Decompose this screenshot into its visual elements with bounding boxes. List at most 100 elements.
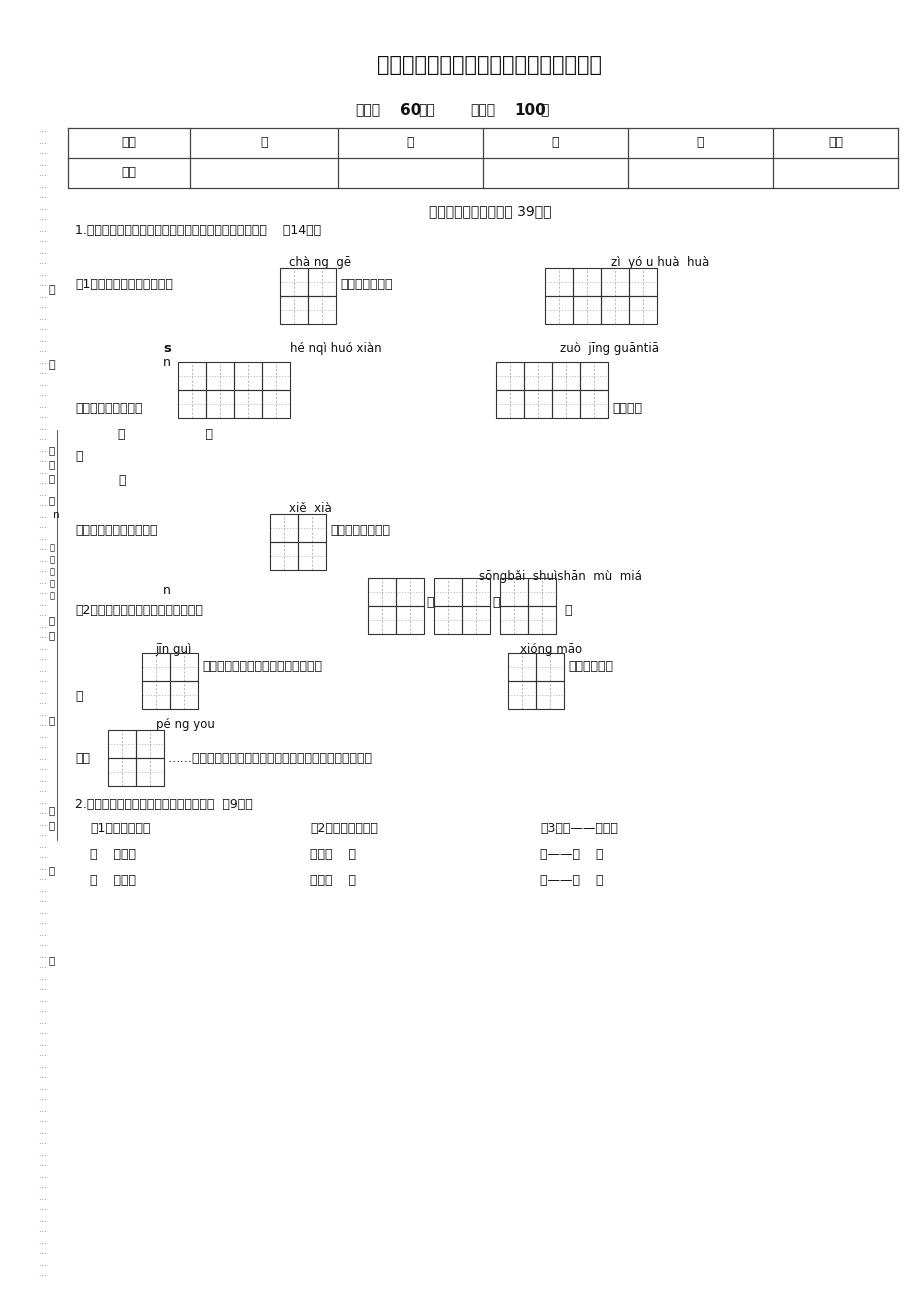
Text: xiě  xià: xiě xià	[289, 502, 331, 515]
Text: 答: 答	[49, 360, 55, 370]
Text: 线: 线	[49, 715, 55, 724]
Text: 二: 二	[406, 136, 414, 149]
Text: …: …	[39, 511, 46, 520]
Text: …: …	[39, 1247, 46, 1256]
Bar	[136, 730, 164, 758]
Text: zuò  jīng guāntiā: zuò jīng guāntiā	[560, 341, 659, 354]
Text: 物是: 物是	[75, 752, 90, 765]
Text: …: …	[39, 301, 46, 310]
Text: …: …	[39, 499, 46, 508]
Text: …: …	[39, 1182, 46, 1191]
Text: 二: 二	[50, 568, 54, 576]
Text: …: …	[39, 598, 46, 607]
Text: …: …	[39, 555, 46, 563]
Bar	[461, 606, 490, 635]
Text: …: …	[39, 1038, 46, 1048]
Text: jīn guì: jīn guì	[154, 642, 191, 655]
Text: n: n	[163, 356, 171, 369]
Text: 三: 三	[551, 136, 559, 149]
Bar	[536, 653, 563, 681]
Bar	[507, 653, 536, 681]
Text: ；知道了许多动物，有雄鹰、孔雀、: ；知道了许多动物，有雄鹰、孔雀、	[202, 661, 322, 674]
Text: 100: 100	[514, 103, 545, 119]
Text: 班: 班	[49, 629, 55, 640]
Text: …: …	[39, 731, 46, 740]
Text: …: …	[39, 543, 46, 552]
Text: …: …	[39, 147, 46, 156]
Text: pé ng you: pé ng you	[156, 718, 215, 731]
Text: …: …	[39, 422, 46, 431]
Text: n: n	[163, 584, 171, 597]
Bar	[308, 296, 335, 324]
Text: 动: 动	[75, 691, 83, 704]
Text: …: …	[39, 962, 46, 971]
Bar	[499, 606, 528, 635]
Bar	[308, 268, 335, 296]
Text: （2）这学期，我认识了许多树木，有: （2）这学期，我认识了许多树木，有	[75, 605, 203, 618]
Bar	[233, 390, 262, 418]
Bar	[573, 296, 600, 324]
Bar	[269, 542, 298, 569]
Text: n: n	[52, 509, 59, 520]
Text: 座: 座	[49, 473, 55, 483]
Text: …: …	[39, 192, 46, 201]
Text: 满分：: 满分：	[470, 103, 494, 117]
Text: 一: 一	[260, 136, 267, 149]
Text: …: …	[39, 687, 46, 696]
Text: 语文课上，老师说，: 语文课上，老师说，	[75, 403, 142, 414]
Text: …: …	[39, 665, 46, 674]
Text: …: …	[39, 939, 46, 949]
Text: 号: 号	[49, 446, 55, 455]
Text: …: …	[39, 125, 46, 134]
Bar	[177, 362, 206, 390]
Text: …: …	[39, 719, 46, 728]
Text: （1）音乐课上，老师教我们: （1）音乐课上，老师教我们	[75, 278, 173, 291]
Text: …: …	[39, 1237, 46, 1246]
Text: 内: 内	[118, 474, 125, 487]
Text: …: …	[39, 972, 46, 981]
Text: 2.写词语。（仿照例子填写合适的词语）  （9分）: 2.写词语。（仿照例子填写合适的词语） （9分）	[75, 797, 253, 810]
Text: 《                    》: 《 》	[118, 427, 213, 440]
Text: …: …	[39, 642, 46, 652]
Text: …: …	[39, 994, 46, 1003]
Text: ；知道了人和: ；知道了人和	[567, 661, 612, 674]
Text: …: …	[39, 1214, 46, 1224]
Text: …: …	[39, 378, 46, 387]
Text: 位: 位	[49, 459, 55, 469]
Text: 分: 分	[539, 103, 548, 117]
Text: …: …	[39, 1016, 46, 1025]
Text: …: …	[39, 258, 46, 267]
Text: …: …	[39, 466, 46, 476]
Bar	[206, 390, 233, 418]
Text: 订: 订	[49, 865, 55, 876]
Text: 二: 二	[50, 543, 54, 552]
Text: …: …	[39, 851, 46, 860]
Text: …: …	[39, 1093, 46, 1102]
Text: 姓: 姓	[49, 820, 55, 830]
Text: …: …	[39, 885, 46, 894]
Text: …: …	[39, 830, 46, 839]
Bar	[524, 362, 551, 390]
Text: …: …	[39, 917, 46, 926]
Text: …: …	[39, 1071, 46, 1080]
Text: 苦——（    ）: 苦——（ ）	[539, 848, 603, 861]
Text: 二: 二	[50, 555, 54, 564]
Text: …: …	[39, 1138, 46, 1147]
Bar	[600, 268, 629, 296]
Bar	[629, 268, 656, 296]
Text: …: …	[39, 786, 46, 795]
Text: …: …	[39, 236, 46, 245]
Text: 这些有趣的词语。: 这些有趣的词语。	[330, 524, 390, 537]
Text: 、: 、	[492, 595, 499, 609]
Text: （    ）儿歌: （ ）儿歌	[90, 848, 136, 861]
Text: …: …	[39, 390, 46, 399]
Bar	[461, 579, 490, 606]
Text: …: …	[39, 400, 46, 409]
Text: 时间：: 时间：	[355, 103, 380, 117]
Text: …: …	[39, 1083, 46, 1092]
Text: ……在语文课上，我学到了许许多多的知识，我爱语文课。: ……在语文课上，我学到了许许多多的知识，我爱语文课。	[168, 752, 372, 765]
Text: …: …	[39, 1170, 46, 1179]
Text: 例2：一只（花猫）: 例2：一只（花猫）	[310, 822, 378, 835]
Text: …: …	[39, 169, 46, 179]
Bar	[262, 390, 289, 418]
